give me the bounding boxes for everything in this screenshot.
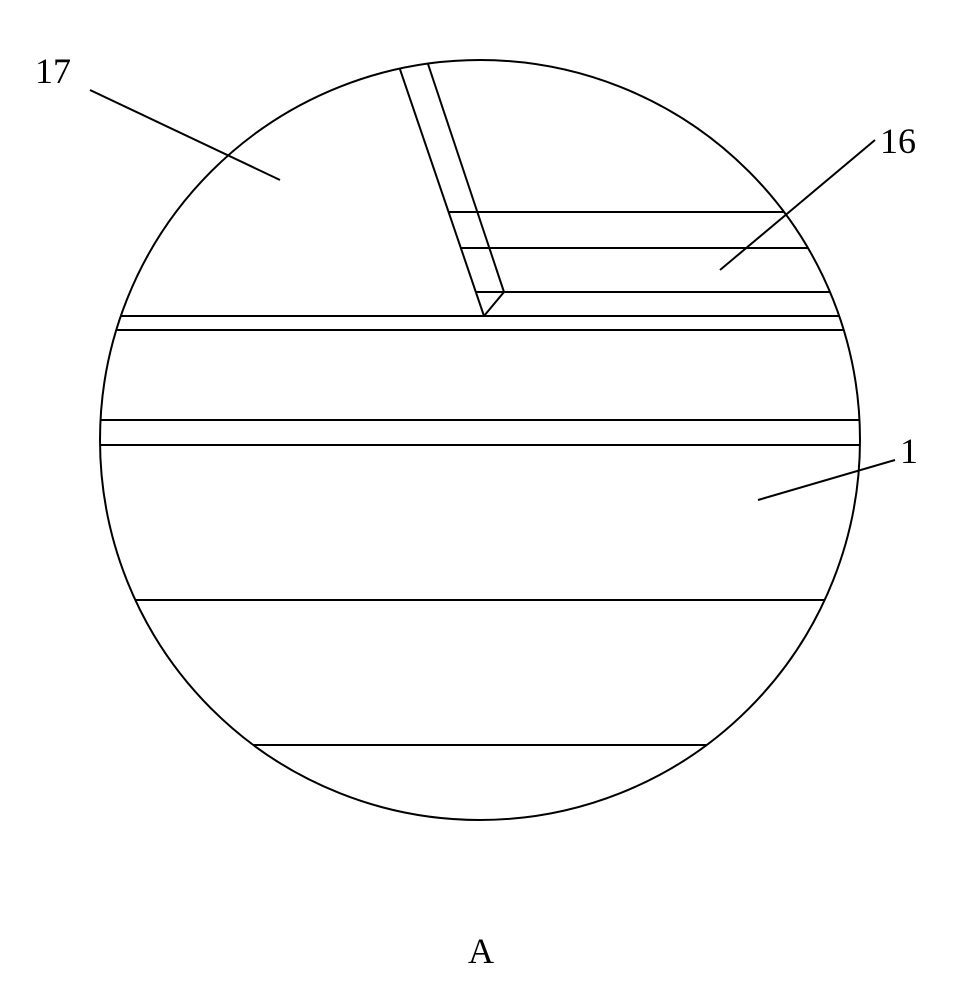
clipped-content (80, 40, 880, 745)
detail-view-circle (100, 60, 860, 820)
leader-line-16 (720, 140, 875, 270)
label-17: 17 (35, 50, 71, 92)
leader-line-1 (758, 460, 895, 500)
label-1: 1 (900, 430, 918, 472)
view-label-A: A (468, 930, 494, 972)
leader-line-17 (90, 90, 280, 180)
diagonal-support-bottom (484, 292, 504, 316)
technical-diagram-svg (0, 0, 965, 1000)
label-16: 16 (880, 120, 916, 162)
diagram-container: 17 16 1 A (0, 0, 965, 1000)
diagonal-support (390, 40, 484, 316)
